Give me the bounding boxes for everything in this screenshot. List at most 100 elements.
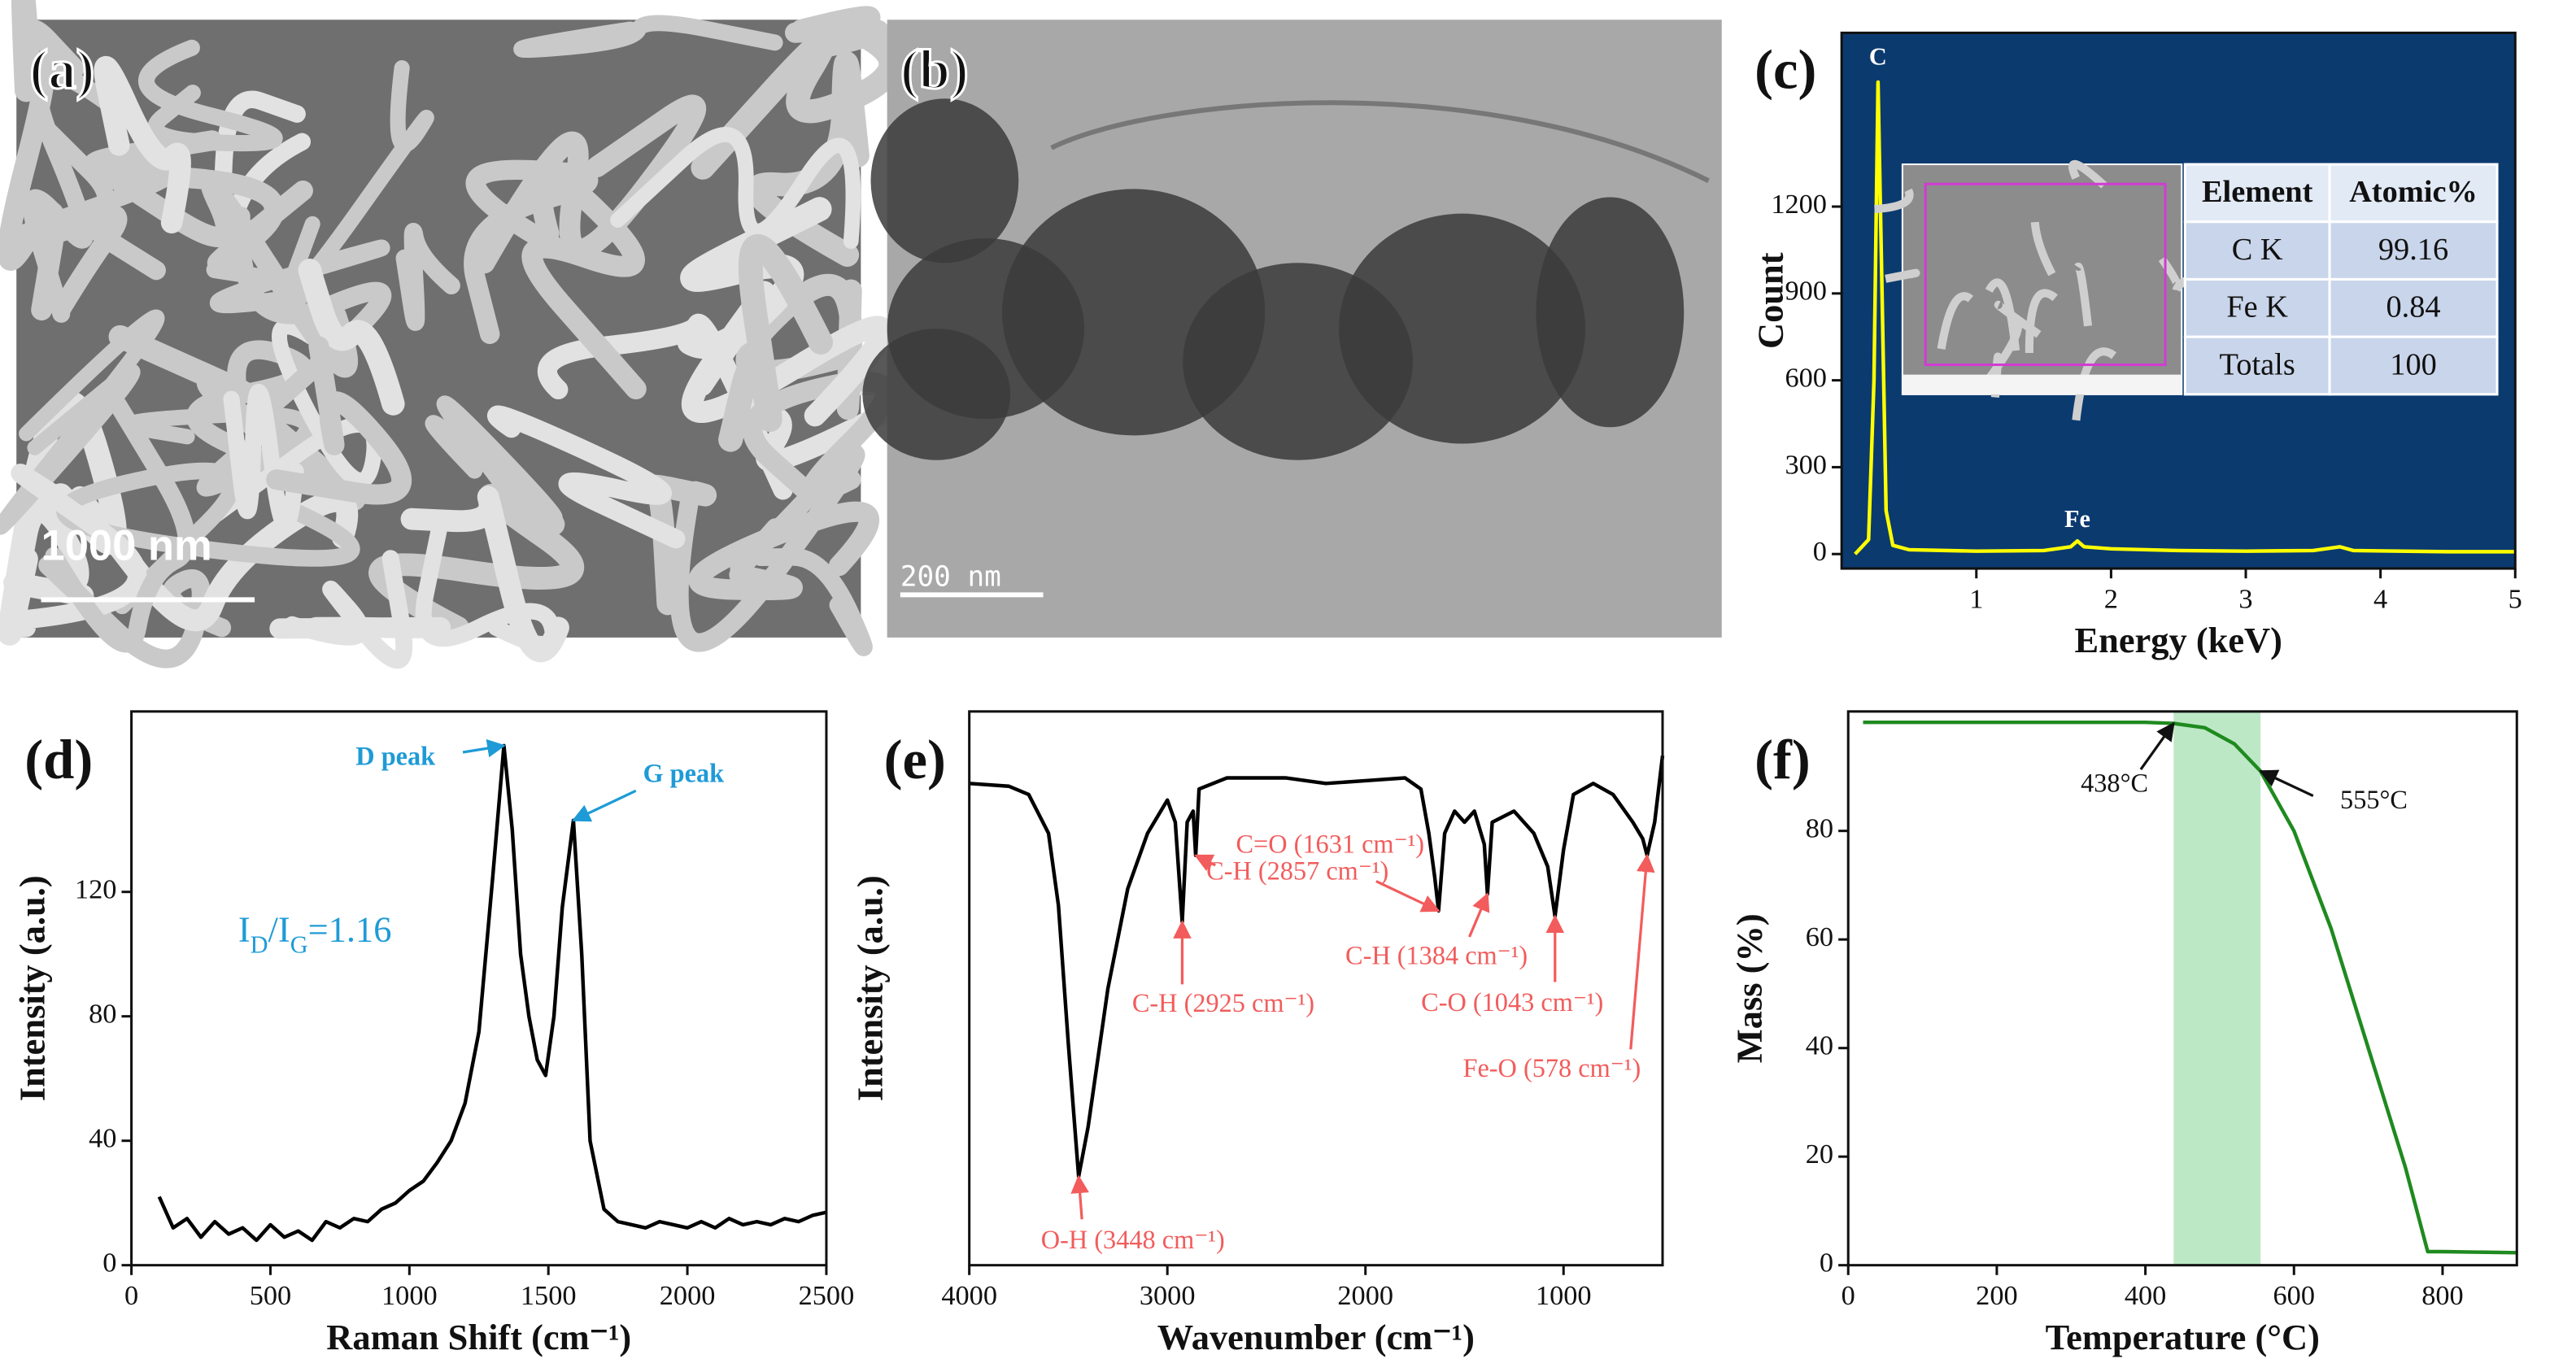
annotation: D peak [355,741,435,770]
table-cell [2328,277,2499,338]
inset-tube [2068,159,2107,189]
nanotube [298,259,405,416]
nanotube [56,462,360,615]
y-tick-label: 20 [1806,1139,1833,1169]
x-tick-label: 2000 [1337,1280,1393,1311]
y-tick-label: 0 [1813,536,1827,567]
particle [1339,213,1586,444]
annotation: Fe-O (578 cm⁻¹) [1462,1053,1641,1082]
y-tick-label: 60 [1806,921,1833,952]
micrograph [0,0,912,669]
y-axis-title: Intensity (a.u.) [850,875,891,1101]
x-axis-title: Temperature (°C) [2046,1317,2320,1357]
annotation-arrow [1375,880,1441,912]
highlight-band [2173,711,2261,1265]
nanotube [0,309,165,535]
nanotube [94,55,191,234]
annotation: G peak [643,759,724,788]
table-text: 100 [2390,347,2437,381]
inset-tube [1874,188,1914,214]
x-tick-label: 400 [2125,1280,2166,1311]
x-tick-label: 2500 [799,1280,855,1311]
x-tick-label: 800 [2421,1280,2463,1311]
y-tick-label: 900 [1785,276,1826,307]
micrograph [862,20,1722,638]
ratio-label-part: D [251,931,268,959]
x-tick-label: 2 [2104,583,2118,614]
x-tick-label: 0 [124,1280,138,1311]
panel-label: (f) [1754,729,1811,791]
x-tick-label: 1 [1969,583,1983,614]
nanotube [513,15,783,59]
x-axis-title: Wavenumber (cm⁻¹) [1157,1317,1475,1357]
nanotube [425,395,563,526]
nanotube [718,233,834,452]
annotation: C-H (1384 cm⁻¹) [1345,941,1528,970]
nanotube [486,405,686,549]
y-tick-label: 120 [75,874,116,905]
panel-label: (e) [884,729,946,791]
particle [870,98,1019,264]
x-axis-title: Raman Shift (cm⁻¹) [326,1317,631,1357]
data-line [969,756,1665,1178]
x-tick-label: 2000 [660,1280,716,1311]
inset-tube [2072,347,2117,421]
x-tick-label: 3 [2238,583,2252,614]
table-header: Atomic% [2349,175,2478,209]
table-text: 0.84 [2386,290,2440,324]
table-cell [2328,335,2499,396]
particle [862,329,1011,460]
nanotube [688,501,879,601]
y-tick-label: 300 [1785,449,1826,480]
inset-tube [1885,268,1920,283]
x-tick-label: 1000 [1536,1280,1592,1311]
annotation: C [1869,43,1887,71]
x-tick-label: 1000 [381,1280,438,1311]
annotation: C-O (1043 cm⁻¹) [1421,987,1603,1017]
nanotube [223,383,304,534]
annotation-arrow [1468,892,1490,938]
table-text: C K [2232,233,2283,267]
plot-frame [968,710,1664,1267]
annotation: O-H (3448 cm⁻¹) [1041,1225,1225,1254]
nanotube [400,486,569,663]
nanotube [0,464,147,639]
table-text: Fe K [2226,290,2288,324]
nanotube [283,550,413,669]
nanotube [784,6,890,57]
plot-frame [130,710,828,1267]
y-tick-label: 0 [102,1248,116,1278]
panel-label: (a) [29,39,94,101]
x-tick-label: 600 [2273,1280,2315,1311]
nanotube [11,0,85,102]
data-line [157,743,827,1243]
y-tick-label: 1200 [1771,189,1827,220]
inset-image [1901,163,2183,395]
scale-bar-label: 1000 nm [41,522,211,570]
annotation: C-H (2857 cm⁻¹) [1206,856,1388,885]
y-axis-title: Count [1750,252,1791,349]
particle [1536,197,1685,428]
annotation: C=O (1631 cm⁻¹) [1236,830,1424,859]
inset: Element Atomic% C K 99.16 Fe K 0.84 Totals 100 [1874,159,2499,421]
inset-tube [2025,289,2058,354]
ratio-label: ID/IG=1.16 [238,909,392,959]
nanotube [610,127,861,250]
y-tick-label: 80 [89,999,116,1030]
annotation-arrow [571,789,637,822]
data-line [1854,80,2516,555]
nanotube [521,168,647,400]
ratio-label-part: /I [268,909,290,950]
annotation: Fe [2064,505,2090,533]
nanotube [203,319,382,527]
x-tick-label: 5 [2508,583,2522,614]
x-tick-label: 4 [2373,583,2387,614]
y-tick-label: 0 [1820,1248,1833,1278]
annotation: 555°C [2340,785,2408,814]
x-axis-title: Energy (keV) [2074,620,2282,660]
plot-frame [1840,31,2517,570]
nanotube [669,444,865,652]
x-tick-label: 1500 [521,1280,577,1311]
table-text: 99.16 [2378,233,2448,267]
